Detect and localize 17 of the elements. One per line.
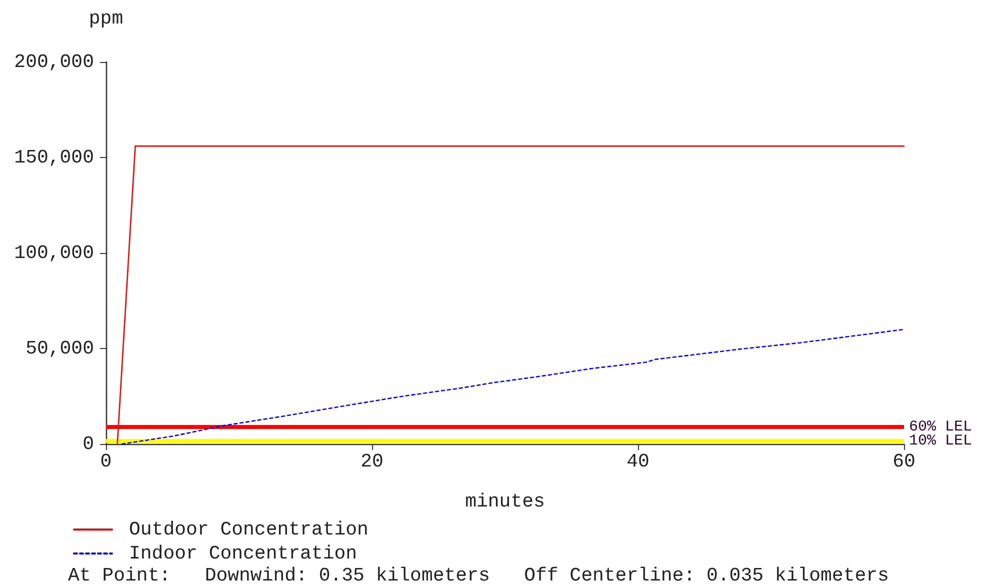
y-axis-title: ppm	[88, 8, 124, 30]
ref-line-label: 60% LEL	[909, 418, 972, 436]
y-tick-label: 200,000	[14, 51, 94, 73]
ref-line-label: 10% LEL	[909, 432, 972, 450]
legend-label: Indoor Concentration	[129, 542, 358, 564]
y-tick-label: 50,000	[26, 338, 94, 360]
x-tick-label: 60	[892, 450, 916, 472]
x-tick-label: 40	[626, 450, 650, 472]
y-tick-label: 0	[82, 433, 94, 455]
x-axis-title: minutes	[465, 490, 545, 512]
x-tick-label: 0	[100, 450, 112, 472]
line-series	[121, 328, 905, 445]
x-tick-label: 20	[360, 450, 384, 472]
y-tick-label: 150,000	[14, 146, 94, 168]
y-tick-label: 100,000	[14, 242, 94, 264]
legend-label: Outdoor Concentration	[129, 518, 368, 540]
text: At Point: Downwind: 0.35 kilometers Off Centerline: 0.035 kilometers	[68, 564, 889, 586]
